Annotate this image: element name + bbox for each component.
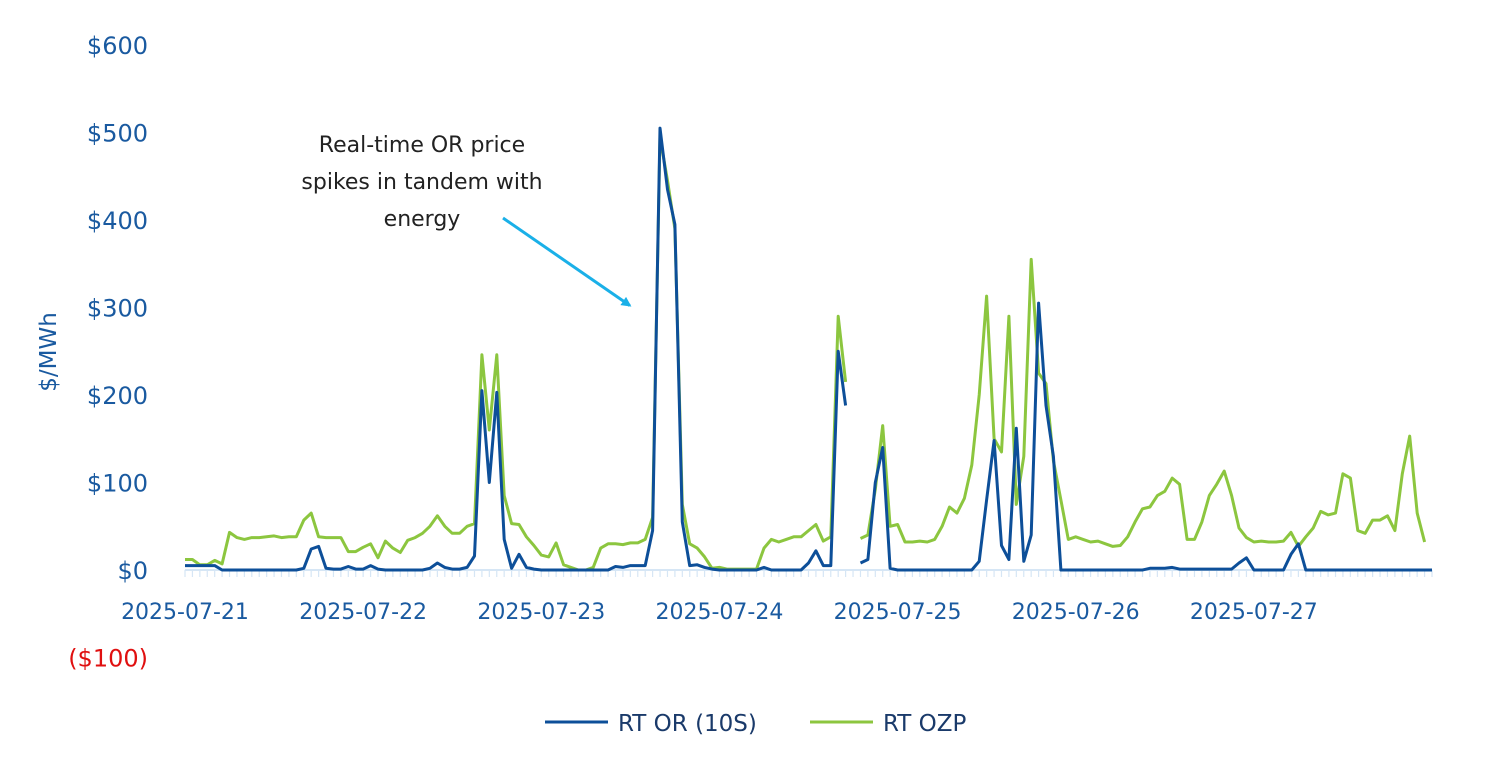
y-tick-labels: $600 $500 $400 $300 $200 $100 $0 ($100) (68, 32, 148, 673)
x-tick-label: 2025-07-25 (834, 600, 962, 625)
legend-label: RT OR (10S) (618, 711, 757, 737)
annotation-arrow (502, 216, 632, 307)
x-tick-label: 2025-07-22 (299, 600, 427, 625)
legend-label: RT OZP (883, 711, 967, 737)
y-tick-label: $600 (87, 32, 148, 60)
y-axis-label: $/MWh (36, 312, 62, 392)
y-tick-label: $0 (117, 557, 148, 585)
x-tick-labels: 2025-07-21 2025-07-22 2025-07-23 2025-07-24… (121, 600, 1318, 625)
x-tick-label: 2025-07-21 (121, 600, 249, 625)
series-lines (185, 126, 1432, 572)
annotation-text-line: energy (384, 207, 461, 232)
annotation: Real-time OR price spikes in tandem with e… (301, 133, 632, 307)
y-tick-label: $400 (87, 207, 148, 235)
y-tick-label: $100 (87, 470, 148, 498)
x-tick-label: 2025-07-27 (1190, 600, 1318, 625)
y-tick-label: $200 (87, 382, 148, 410)
x-axis (184, 569, 1433, 577)
series-line-rt-or-10s (185, 126, 1432, 572)
x-tick-label: 2025-07-23 (477, 600, 605, 625)
y-tick-label: ($100) (68, 645, 148, 673)
annotation-text-line: Real-time OR price (319, 133, 525, 158)
y-tick-label: $300 (87, 295, 148, 323)
y-tick-label: $500 (87, 120, 148, 148)
annotation-text-line: spikes in tandem with (301, 170, 542, 195)
x-tick-label: 2025-07-24 (655, 600, 783, 625)
series-line-rt-ozp (185, 135, 1427, 572)
x-tick-label: 2025-07-26 (1012, 600, 1140, 625)
legend: RT OR (10S) RT OZP (545, 711, 967, 737)
y-axis-title: $/MWh (36, 312, 62, 392)
